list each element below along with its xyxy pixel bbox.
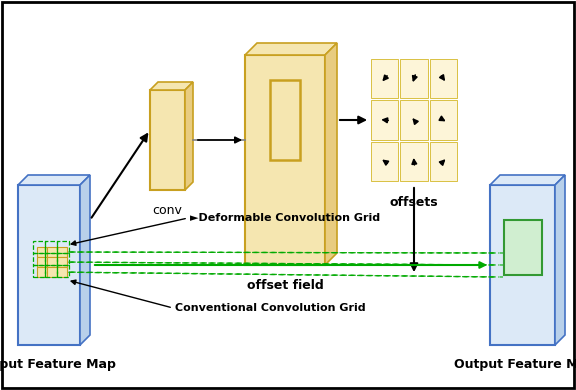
Bar: [57, 257, 67, 267]
Text: conv: conv: [153, 204, 183, 217]
Polygon shape: [150, 82, 193, 90]
Polygon shape: [245, 43, 337, 55]
Bar: [430, 100, 457, 140]
Bar: [270, 80, 300, 160]
Bar: [150, 90, 185, 190]
Bar: [33, 265, 45, 277]
Bar: [371, 142, 399, 181]
Bar: [371, 100, 399, 140]
Bar: [57, 241, 69, 253]
Bar: [57, 267, 67, 277]
Bar: [18, 185, 80, 345]
Bar: [430, 142, 457, 181]
Bar: [57, 253, 69, 265]
Bar: [400, 59, 427, 98]
Polygon shape: [325, 43, 337, 265]
Bar: [57, 265, 69, 277]
Bar: [45, 253, 57, 265]
Bar: [45, 241, 57, 253]
Text: Output Feature Map: Output Feature Map: [453, 358, 576, 371]
Bar: [400, 100, 427, 140]
Polygon shape: [490, 175, 565, 185]
Bar: [371, 59, 399, 98]
Bar: [47, 267, 57, 277]
Polygon shape: [80, 175, 90, 345]
Text: offsets: offsets: [390, 196, 438, 209]
Polygon shape: [185, 82, 193, 190]
Bar: [504, 220, 542, 275]
Bar: [490, 185, 555, 345]
Bar: [400, 142, 427, 181]
Bar: [245, 55, 325, 265]
Bar: [37, 257, 47, 267]
Bar: [45, 265, 57, 277]
Text: Conventional Convolution Grid: Conventional Convolution Grid: [175, 303, 366, 313]
Bar: [47, 257, 57, 267]
Bar: [37, 267, 47, 277]
Bar: [57, 247, 67, 257]
Bar: [430, 59, 457, 98]
Polygon shape: [18, 175, 90, 185]
Text: Input Feature Map: Input Feature Map: [0, 358, 116, 371]
Text: offset field: offset field: [247, 279, 323, 292]
Text: ►Deformable Convolution Grid: ►Deformable Convolution Grid: [190, 213, 380, 223]
Polygon shape: [555, 175, 565, 345]
Bar: [47, 247, 57, 257]
Bar: [33, 241, 45, 253]
Bar: [33, 253, 45, 265]
Bar: [37, 247, 47, 257]
